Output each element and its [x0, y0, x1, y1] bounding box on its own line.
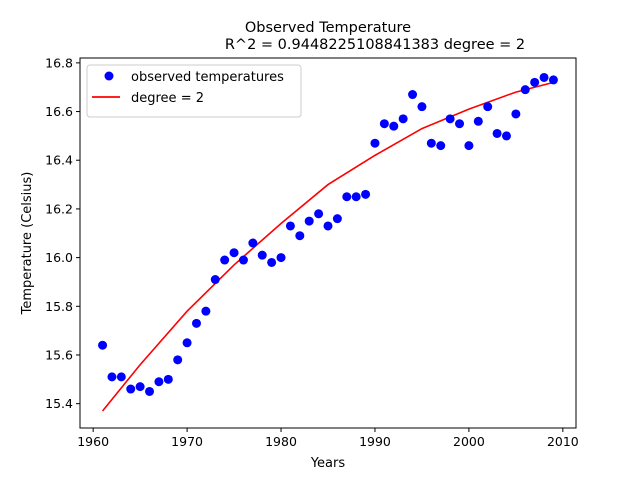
data-point-1992: [389, 121, 399, 131]
data-point-1979: [267, 257, 277, 267]
axis-ticks: 1960 1970 1980 1990 2000 2010 15.4 15.6 15.8 16.0…: [45, 55, 579, 449]
legend-label-fit: degree = 2: [131, 91, 204, 106]
data-point-1962: [107, 372, 117, 382]
data-point-1982: [295, 231, 305, 241]
legend: observed temperatures degree = 2: [86, 64, 302, 118]
data-point-1981: [285, 221, 295, 231]
data-point-2009: [548, 75, 558, 85]
data-point-1997: [436, 141, 446, 151]
chart-subtitle: R^2 = 0.9448225108841383 degree = 2: [225, 37, 525, 53]
y-tick-label-2: 15.8: [45, 299, 73, 314]
data-point-1980: [276, 253, 286, 263]
data-point-2007: [530, 77, 540, 87]
data-point-1964: [126, 384, 136, 394]
data-point-1988: [351, 192, 361, 202]
data-point-1970: [182, 338, 192, 348]
data-point-1967: [154, 377, 164, 387]
data-point-1976: [238, 255, 248, 265]
data-point-1974: [220, 255, 230, 265]
data-point-1978: [257, 250, 267, 260]
data-point-1984: [314, 209, 324, 219]
data-point-1983: [304, 216, 314, 226]
data-point-2001: [473, 116, 483, 126]
data-point-1996: [426, 138, 436, 148]
x-axis-label: Years: [310, 456, 346, 471]
y-tick-label-7: 16.8: [45, 55, 73, 70]
chart-title: Observed Temperature: [245, 20, 411, 36]
data-point-2003: [492, 128, 502, 138]
data-point-1968: [163, 374, 173, 384]
y-tick-label-1: 15.6: [45, 347, 73, 362]
data-point-1975: [229, 248, 239, 258]
data-point-1994: [408, 90, 418, 100]
data-point-2002: [483, 102, 493, 112]
legend-marker-observed: [104, 71, 114, 81]
data-point-1973: [210, 275, 220, 285]
legend-box: [86, 64, 302, 118]
x-tick-label-2000: 2000: [453, 434, 485, 449]
y-tick-label-4: 16.2: [45, 201, 73, 216]
data-point-1963: [116, 372, 126, 382]
data-point-1985: [323, 221, 333, 231]
data-point-2006: [520, 85, 530, 95]
x-tick-label-2010: 2010: [547, 434, 579, 449]
data-point-1993: [398, 114, 408, 124]
legend-label-observed: observed temperatures: [131, 70, 284, 85]
data-point-1969: [173, 355, 183, 365]
y-axis-label: Temperature (Celsius): [20, 172, 35, 316]
data-point-1972: [201, 306, 211, 316]
data-point-1965: [135, 382, 145, 392]
data-point-1995: [417, 102, 427, 112]
data-point-1977: [248, 238, 258, 248]
x-tick-label-1960: 1960: [77, 434, 109, 449]
data-point-1998: [445, 114, 455, 124]
data-point-1987: [342, 192, 352, 202]
data-point-1966: [145, 386, 155, 396]
data-point-2005: [511, 109, 521, 119]
plot-frame: [79, 57, 577, 429]
data-point-1989: [361, 189, 371, 199]
x-tick-label-1990: 1990: [359, 434, 391, 449]
y-tick-label-0: 15.4: [45, 396, 73, 411]
fit-curve: [101, 81, 554, 412]
data-point-1971: [191, 318, 201, 328]
data-point-1999: [455, 119, 465, 129]
y-tick-label-6: 16.6: [45, 104, 73, 119]
data-point-2008: [539, 72, 549, 82]
data-point-1991: [379, 119, 389, 129]
data-point-2004: [501, 131, 511, 141]
y-tick-label-3: 16.0: [45, 250, 73, 265]
data-point-1990: [370, 138, 380, 148]
data-point-1961: [98, 340, 108, 350]
x-tick-label-1980: 1980: [265, 434, 297, 449]
plot-content: [98, 72, 558, 412]
data-point-2000: [464, 141, 474, 151]
x-tick-label-1970: 1970: [171, 434, 203, 449]
data-point-1986: [332, 214, 342, 224]
y-tick-label-5: 16.4: [45, 153, 73, 168]
